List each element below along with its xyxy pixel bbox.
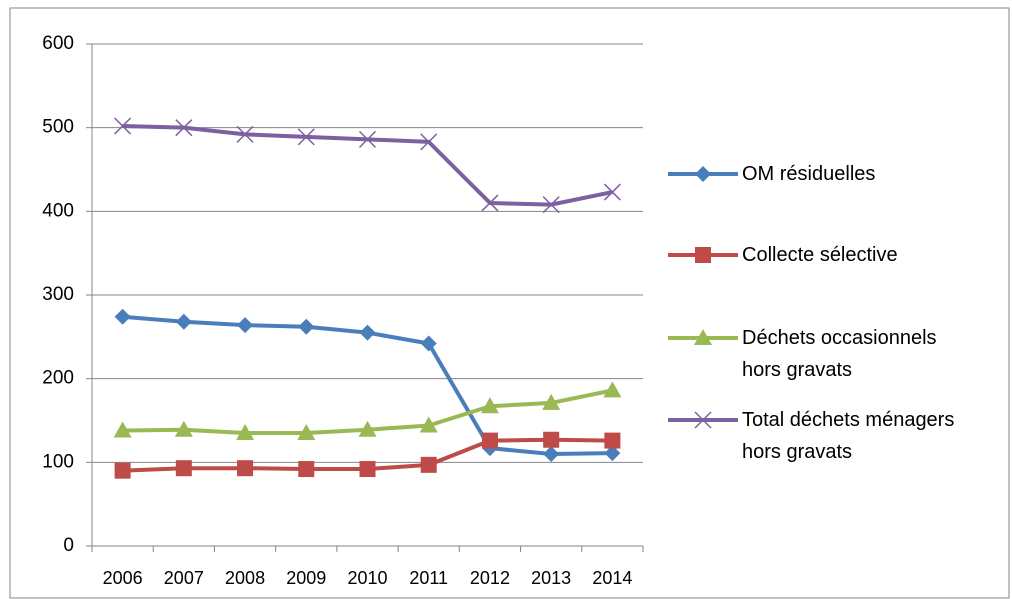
x-tick-label: 2012	[470, 568, 510, 588]
marker	[114, 308, 131, 325]
x-tick-label: 2007	[164, 568, 204, 588]
marker	[175, 313, 192, 330]
marker	[359, 461, 376, 478]
marker	[175, 119, 193, 137]
marker	[542, 393, 561, 410]
marker	[358, 420, 377, 437]
legend-marker	[695, 247, 711, 263]
marker	[603, 381, 622, 398]
legend-marker	[695, 166, 711, 182]
legend-marker	[694, 329, 712, 345]
marker	[420, 456, 437, 473]
marker	[297, 424, 316, 441]
legend-label: Total déchets ménagers hors gravats	[742, 409, 955, 463]
marker	[297, 128, 315, 146]
x-tick-label: 2006	[103, 568, 143, 588]
y-tick-label: 100	[42, 451, 74, 472]
marker	[603, 183, 621, 201]
marker	[114, 462, 131, 479]
legend-label: OM résiduelles	[742, 163, 876, 185]
marker	[419, 416, 438, 433]
marker	[114, 117, 132, 135]
marker	[359, 324, 376, 341]
marker	[358, 130, 377, 148]
y-tick-label: 0	[63, 535, 74, 556]
marker	[236, 424, 255, 441]
legend-label: Déchets occasionnels hors gravats	[742, 327, 937, 381]
marker	[543, 431, 560, 448]
marker	[481, 194, 499, 212]
x-tick-label: 2014	[592, 568, 632, 588]
marker	[481, 432, 498, 449]
marker	[298, 318, 315, 335]
x-tick-label: 2010	[347, 568, 387, 588]
y-tick-label: 600	[42, 33, 74, 54]
marker	[542, 196, 560, 214]
marker	[420, 335, 437, 352]
marker	[237, 317, 254, 334]
marker	[604, 432, 621, 449]
marker	[543, 445, 560, 462]
chart-border	[9, 7, 1010, 599]
marker	[298, 461, 315, 478]
series-line	[122, 123, 613, 207]
marker	[237, 460, 254, 477]
marker	[175, 460, 192, 477]
y-tick-label: 400	[42, 200, 74, 221]
marker	[420, 133, 438, 151]
legend-marker	[694, 411, 712, 429]
legend-label: Collecte sélective	[742, 244, 898, 266]
x-tick-label: 2011	[409, 568, 448, 588]
marker	[174, 420, 193, 437]
marker	[236, 125, 254, 143]
marker	[113, 421, 132, 438]
y-tick-label: 500	[42, 117, 74, 138]
x-tick-label: 2009	[286, 568, 326, 588]
marker	[604, 445, 621, 462]
y-tick-label: 300	[42, 284, 74, 305]
marker	[480, 397, 499, 414]
y-tick-label: 200	[42, 368, 74, 389]
x-tick-label: 2013	[531, 568, 571, 588]
x-tick-label: 2008	[225, 568, 265, 588]
